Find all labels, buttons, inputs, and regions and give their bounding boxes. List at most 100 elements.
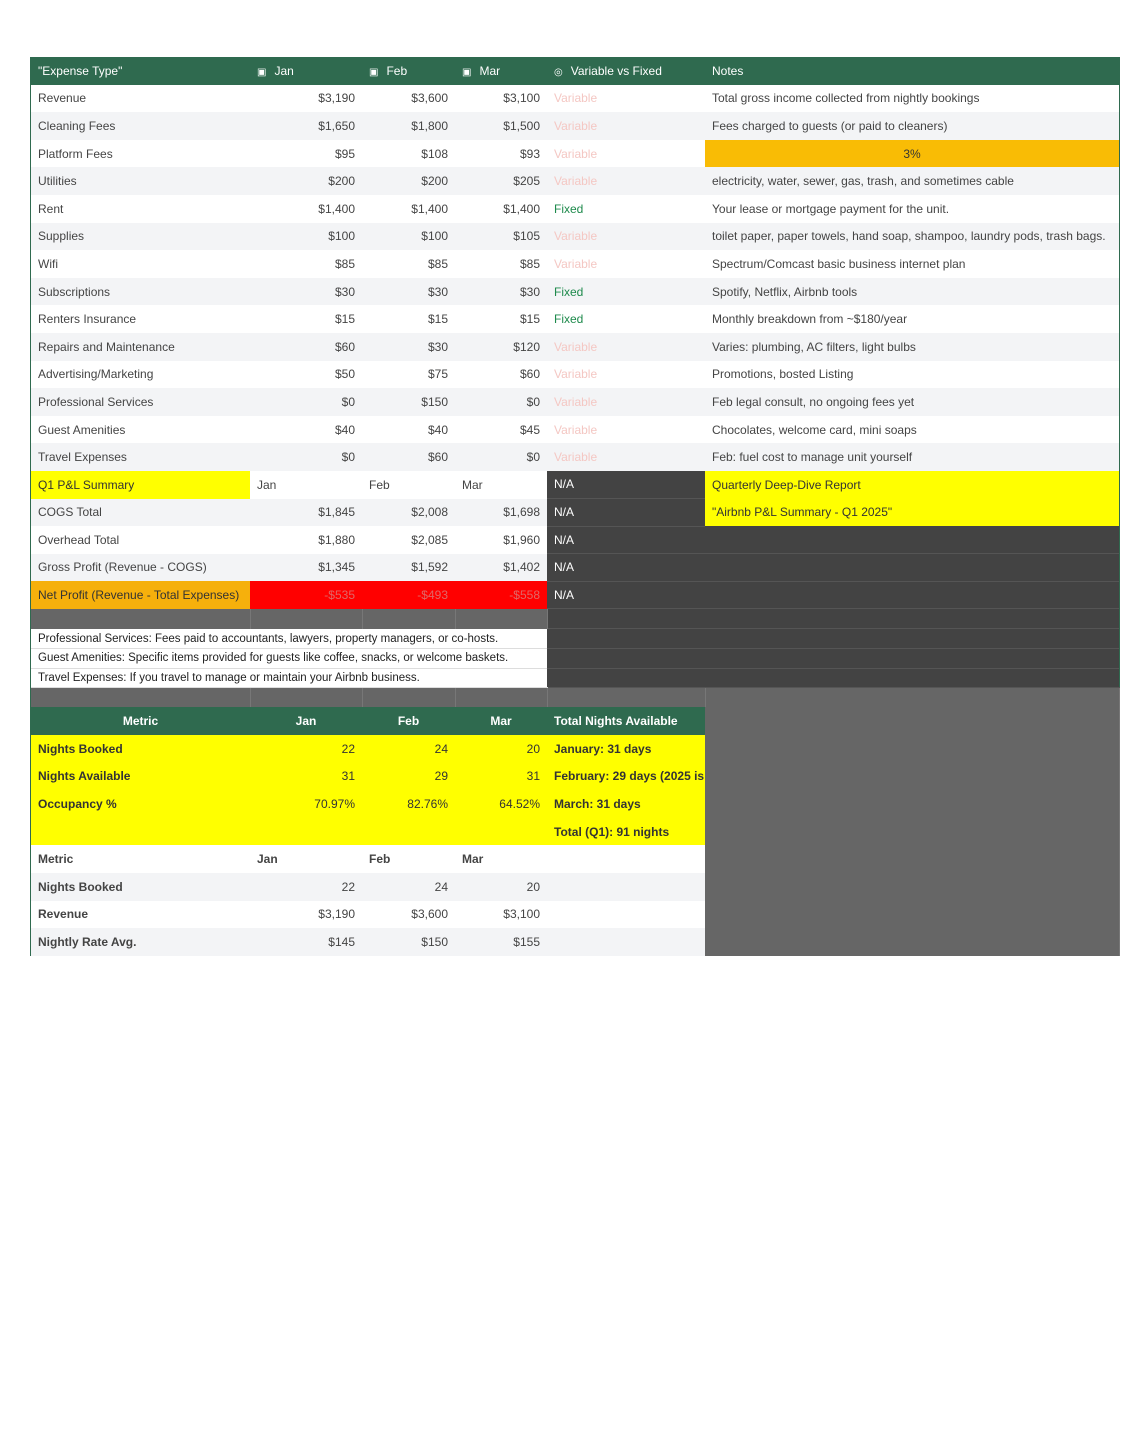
occupancy-feb[interactable]: 82.76% [362, 790, 455, 818]
empty-cell[interactable] [705, 707, 1120, 735]
mar-cell[interactable]: $3,100 [455, 84, 547, 113]
summary-note[interactable]: "Airbnb P&L Summary - Q1 2025" [705, 498, 1119, 527]
empty-cell[interactable] [547, 609, 705, 630]
feb-cell[interactable]: $1,400 [362, 194, 455, 223]
occupancy-jan[interactable]: 70.97% [250, 790, 362, 818]
jan-cell[interactable]: $0 [250, 443, 362, 471]
expense-type-cell[interactable]: Advertising/Marketing [31, 360, 250, 389]
occupancy-feb[interactable]: 24 [362, 734, 455, 763]
notes-cell[interactable]: Spectrum/Comcast basic business internet… [705, 250, 1119, 278]
empty-cell[interactable] [705, 872, 1120, 901]
mar-cell[interactable]: $15 [455, 305, 547, 333]
jan-cell[interactable]: $1,400 [250, 194, 362, 223]
empty-cell[interactable] [705, 526, 1119, 555]
rates-header-3[interactable]: Mar [455, 845, 547, 873]
occupancy-mar[interactable]: 31 [455, 762, 547, 791]
expense-type-cell[interactable]: Guest Amenities [31, 415, 250, 444]
jan-cell[interactable]: $1,650 [250, 112, 362, 140]
summary-label[interactable]: Gross Profit (Revenue - COGS) [31, 553, 250, 582]
rates-header-2[interactable]: Feb [362, 845, 455, 873]
variable-fixed-dropdown[interactable]: Variable [547, 332, 705, 361]
jan-cell[interactable]: $60 [250, 332, 362, 361]
notes-cell[interactable]: Spotify, Netflix, Airbnb tools [705, 277, 1119, 306]
feb-cell[interactable]: $30 [362, 332, 455, 361]
jan-cell[interactable]: $100 [250, 222, 362, 251]
empty-cell[interactable] [705, 928, 1120, 956]
summary-mar[interactable]: $1,960 [455, 526, 547, 554]
summary-mar[interactable]: $1,402 [455, 553, 547, 582]
occupancy-header-4[interactable]: Total Nights Available [547, 707, 705, 735]
variable-fixed-dropdown[interactable]: Variable [547, 388, 705, 416]
empty-cell[interactable] [547, 900, 705, 929]
rates-feb[interactable]: 24 [362, 872, 455, 901]
notes-cell[interactable]: toilet paper, paper towels, hand soap, s… [705, 222, 1119, 251]
jan-cell[interactable]: $200 [250, 167, 362, 195]
expense-type-cell[interactable]: Utilities [31, 167, 250, 195]
expense-type-cell[interactable]: Wifi [31, 250, 250, 278]
na-cell[interactable]: N/A [547, 553, 705, 582]
rates-header-0[interactable]: Metric [31, 845, 250, 873]
variable-fixed-dropdown[interactable]: Fixed [547, 277, 705, 306]
occupancy-note[interactable]: March: 31 days [547, 790, 705, 818]
summary-mar-header[interactable]: Mar [455, 470, 547, 499]
feb-cell[interactable]: $108 [362, 139, 455, 168]
jan-cell[interactable]: $50 [250, 360, 362, 389]
jan-cell[interactable]: $30 [250, 277, 362, 306]
occupancy-note[interactable]: February: 29 days (2025 is a [547, 762, 705, 791]
empty-cell[interactable] [705, 687, 1120, 708]
jan-cell[interactable]: $40 [250, 415, 362, 444]
variable-fixed-dropdown[interactable]: Variable [547, 415, 705, 444]
mar-cell[interactable]: $205 [455, 167, 547, 195]
variable-fixed-dropdown[interactable]: Variable [547, 167, 705, 195]
summary-note[interactable]: Quarterly Deep-Dive Report [705, 470, 1119, 499]
summary-feb[interactable]: $2,085 [362, 526, 455, 554]
jan-cell[interactable]: $85 [250, 250, 362, 278]
empty-cell[interactable] [31, 687, 251, 708]
empty-cell[interactable] [705, 648, 1119, 669]
empty-cell[interactable] [705, 553, 1119, 582]
empty-cell[interactable] [705, 581, 1119, 610]
rates-mar[interactable]: $155 [455, 928, 547, 956]
mar-cell[interactable]: $1,500 [455, 112, 547, 140]
rates-label[interactable]: Revenue [31, 900, 250, 929]
empty-cell[interactable] [250, 687, 363, 708]
rates-jan[interactable]: $145 [250, 928, 362, 956]
occupancy-header-2[interactable]: Feb [362, 707, 455, 735]
expense-type-cell[interactable]: Subscriptions [31, 277, 250, 306]
empty-cell[interactable] [547, 628, 705, 650]
empty-cell[interactable] [362, 687, 456, 708]
notes-cell[interactable]: Chocolates, welcome card, mini soaps [705, 415, 1119, 444]
mar-cell[interactable]: $60 [455, 360, 547, 389]
feb-cell[interactable]: $40 [362, 415, 455, 444]
notes-cell[interactable]: Fees charged to guests (or paid to clean… [705, 112, 1119, 140]
column-header-3[interactable]: ▣ Mar [455, 57, 547, 85]
na-cell[interactable]: N/A [547, 498, 705, 527]
expense-type-cell[interactable]: Rent [31, 194, 250, 223]
expense-type-cell[interactable]: Professional Services [31, 388, 250, 416]
variable-fixed-dropdown[interactable]: Variable [547, 112, 705, 140]
occupancy-jan[interactable] [250, 817, 362, 846]
variable-fixed-dropdown[interactable]: Fixed [547, 305, 705, 333]
rates-jan[interactable]: $3,190 [250, 900, 362, 929]
occupancy-mar[interactable] [455, 817, 547, 846]
variable-fixed-dropdown[interactable]: Variable [547, 443, 705, 471]
column-header-2[interactable]: ▣ Feb [362, 57, 455, 85]
empty-cell[interactable] [705, 762, 1120, 791]
notes-cell[interactable]: Total gross income collected from nightl… [705, 84, 1119, 113]
occupancy-mar[interactable]: 64.52% [455, 790, 547, 818]
summary-feb[interactable]: -$493 [362, 581, 455, 609]
notes-cell[interactable]: electricity, water, sewer, gas, trash, a… [705, 167, 1119, 195]
empty-cell[interactable] [547, 648, 705, 669]
jan-cell[interactable]: $0 [250, 388, 362, 416]
mar-cell[interactable]: $1,400 [455, 194, 547, 223]
rates-mar[interactable]: $3,100 [455, 900, 547, 929]
empty-cell[interactable] [705, 734, 1120, 763]
occupancy-mar[interactable]: 20 [455, 734, 547, 763]
notes-cell[interactable]: Monthly breakdown from ~$180/year [705, 305, 1119, 333]
summary-jan-header[interactable]: Jan [250, 470, 362, 499]
empty-cell[interactable] [705, 609, 1119, 630]
variable-fixed-dropdown[interactable]: Variable [547, 360, 705, 389]
definition-text[interactable]: Professional Services: Fees paid to acco… [31, 628, 547, 650]
notes-cell[interactable]: Your lease or mortgage payment for the u… [705, 194, 1119, 223]
feb-cell[interactable]: $200 [362, 167, 455, 195]
